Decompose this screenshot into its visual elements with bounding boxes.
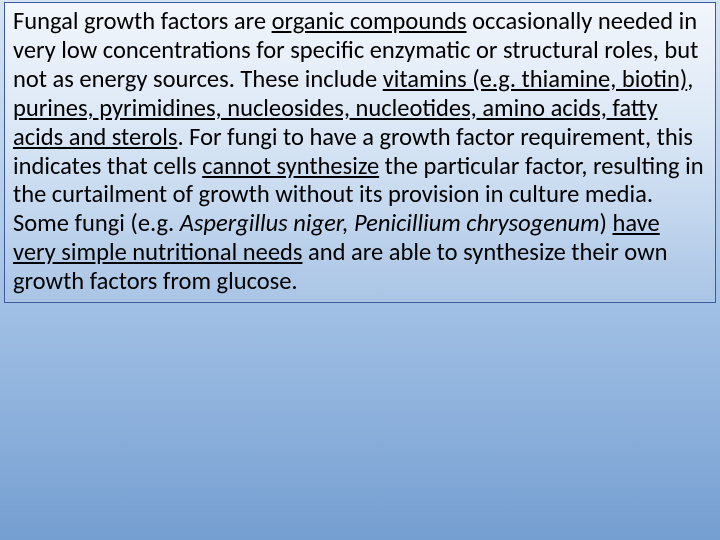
text-run: organic compounds: [272, 6, 467, 36]
text-run: Fungal growth factors are: [13, 6, 272, 36]
text-run: vitamins (e.g. thiamine, biotin): [383, 64, 688, 94]
text-run: ): [600, 208, 613, 238]
slide: Fungal growth factors are organic compou…: [0, 0, 720, 540]
text-run: cannot synthesize: [202, 151, 379, 181]
text-run: Aspergillus niger, Penicillium chrysogen…: [180, 208, 600, 238]
content-textbox: Fungal growth factors are organic compou…: [4, 2, 716, 303]
paragraph: Fungal growth factors are organic compou…: [13, 7, 707, 296]
text-run: ,: [687, 64, 693, 94]
